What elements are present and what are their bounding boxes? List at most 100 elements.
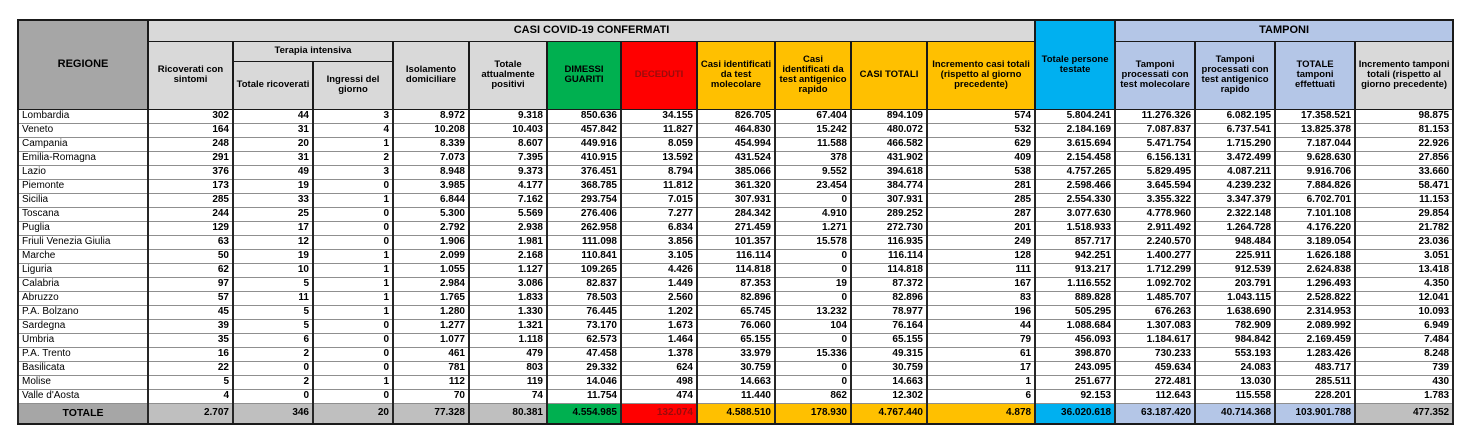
value-cell: 11.812 (620, 178, 698, 194)
value-cell: 730.233 (1114, 346, 1197, 362)
value-cell: 115.558 (1194, 388, 1277, 404)
value-cell: 1.833 (468, 290, 548, 306)
value-cell: 285 (147, 192, 234, 208)
value-cell: 0 (232, 360, 314, 376)
value-cell: 4.757.265 (1034, 164, 1117, 180)
region-name: P.A. Bolzano (17, 304, 149, 320)
value-cell: 110.841 (546, 248, 622, 264)
value-cell: 7.087.837 (1114, 122, 1197, 138)
value-cell: 13.825.378 (1274, 122, 1357, 138)
value-cell: 15.578 (774, 234, 852, 250)
region-name: Piemonte (17, 178, 149, 194)
value-cell: 58.471 (1354, 178, 1455, 194)
value-cell: 7.073 (392, 150, 470, 166)
value-cell: 5 (232, 318, 314, 334)
value-cell: 289.252 (850, 206, 928, 222)
value-cell: 782.909 (1194, 318, 1277, 334)
value-cell: 73.170 (546, 318, 622, 334)
col-header-attualmente-positivi: Totale attualmente positivi (468, 40, 548, 110)
value-cell: 0 (312, 178, 394, 194)
table-row: Umbria 35 6 0 1.077 1.118 62.573 1.464 6… (17, 332, 1455, 348)
table-row: Molise 5 2 1 112 119 14.046 498 14.663 0… (17, 374, 1455, 390)
value-cell: 984.842 (1194, 332, 1277, 348)
table-row: Puglia 129 17 0 2.792 2.938 262.958 6.83… (17, 220, 1455, 236)
value-cell: 378 (774, 150, 852, 166)
value-cell: 33 (232, 192, 314, 208)
value-cell: 27.856 (1354, 150, 1455, 166)
value-cell: 3.355.322 (1114, 192, 1197, 208)
value-cell: 368.785 (546, 178, 622, 194)
value-cell: 361.320 (696, 178, 776, 194)
value-cell: 2.528.822 (1274, 290, 1357, 306)
total-terapia-intensiva: 346 (232, 402, 314, 425)
value-cell: 8.339 (392, 136, 470, 152)
total-totale-tamponi: 103.901.788 (1274, 402, 1357, 425)
col-header-totale-ricoverati: Totale ricoverati (232, 60, 314, 110)
value-cell: 249 (925, 234, 1037, 250)
value-cell: 1 (312, 374, 394, 390)
value-cell: 480.072 (850, 122, 928, 138)
value-cell: 285.511 (1274, 374, 1357, 390)
value-cell: 79 (925, 332, 1037, 348)
value-cell: 2.322.148 (1194, 206, 1277, 222)
value-cell: 9.552 (774, 164, 852, 180)
value-cell: 7.395 (468, 150, 548, 166)
value-cell: 114.818 (696, 262, 776, 278)
total-persone-testate: 36.020.618 (1034, 402, 1117, 425)
value-cell: 65.155 (696, 332, 776, 348)
value-cell: 1.092.702 (1114, 276, 1197, 292)
value-cell: 2.154.458 (1034, 150, 1117, 166)
value-cell: 7.277 (620, 206, 698, 222)
value-cell: 4.778.960 (1114, 206, 1197, 222)
value-cell: 0 (774, 262, 852, 278)
value-cell: 0 (312, 318, 394, 334)
value-cell: 29.854 (1354, 206, 1455, 222)
value-cell: 10 (232, 262, 314, 278)
value-cell: 33.660 (1354, 164, 1455, 180)
value-cell: 431.902 (850, 150, 928, 166)
value-cell: 0 (774, 290, 852, 306)
value-cell: 0 (774, 332, 852, 348)
value-cell: 1.321 (468, 318, 548, 334)
value-cell: 7.015 (620, 192, 698, 208)
value-cell: 23.036 (1354, 234, 1455, 250)
value-cell: 1.626.188 (1274, 248, 1357, 264)
value-cell: 70 (392, 388, 470, 404)
value-cell: 291 (147, 150, 234, 166)
value-cell: 13.232 (774, 304, 852, 320)
value-cell: 287 (925, 206, 1037, 222)
value-cell: 33.979 (696, 346, 776, 362)
value-cell: 466.582 (850, 136, 928, 152)
value-cell: 498 (620, 374, 698, 390)
value-cell: 3.105 (620, 248, 698, 264)
value-cell: 2 (232, 346, 314, 362)
value-cell: 0 (312, 220, 394, 236)
value-cell: 92.153 (1034, 388, 1117, 404)
value-cell: 17 (925, 360, 1037, 376)
value-cell: 5 (232, 276, 314, 292)
value-cell: 2.598.466 (1034, 178, 1117, 194)
value-cell: 74 (468, 388, 548, 404)
value-cell: 2.240.570 (1114, 234, 1197, 250)
value-cell: 2.554.330 (1034, 192, 1117, 208)
col-header-deceduti: DECEDUTI (620, 40, 698, 110)
region-name: Puglia (17, 220, 149, 236)
value-cell: 803 (468, 360, 548, 376)
value-cell: 47.458 (546, 346, 622, 362)
value-cell: 6.737.541 (1194, 122, 1277, 138)
value-cell: 111.098 (546, 234, 622, 250)
value-cell: 119 (468, 374, 548, 390)
value-cell: 7.162 (468, 192, 548, 208)
value-cell: 464.830 (696, 122, 776, 138)
value-cell: 129 (147, 220, 234, 236)
value-cell: 11.153 (1354, 192, 1455, 208)
value-cell: 173 (147, 178, 234, 194)
col-header-tamponi-antigenico: Tamponi processati con test antigenico r… (1194, 40, 1277, 110)
value-cell: 19 (232, 178, 314, 194)
value-cell: 9.373 (468, 164, 548, 180)
value-cell: 83 (925, 290, 1037, 306)
value-cell: 97 (147, 276, 234, 292)
value-cell: 65.745 (696, 304, 776, 320)
value-cell: 128 (925, 248, 1037, 264)
value-cell: 11.754 (546, 388, 622, 404)
